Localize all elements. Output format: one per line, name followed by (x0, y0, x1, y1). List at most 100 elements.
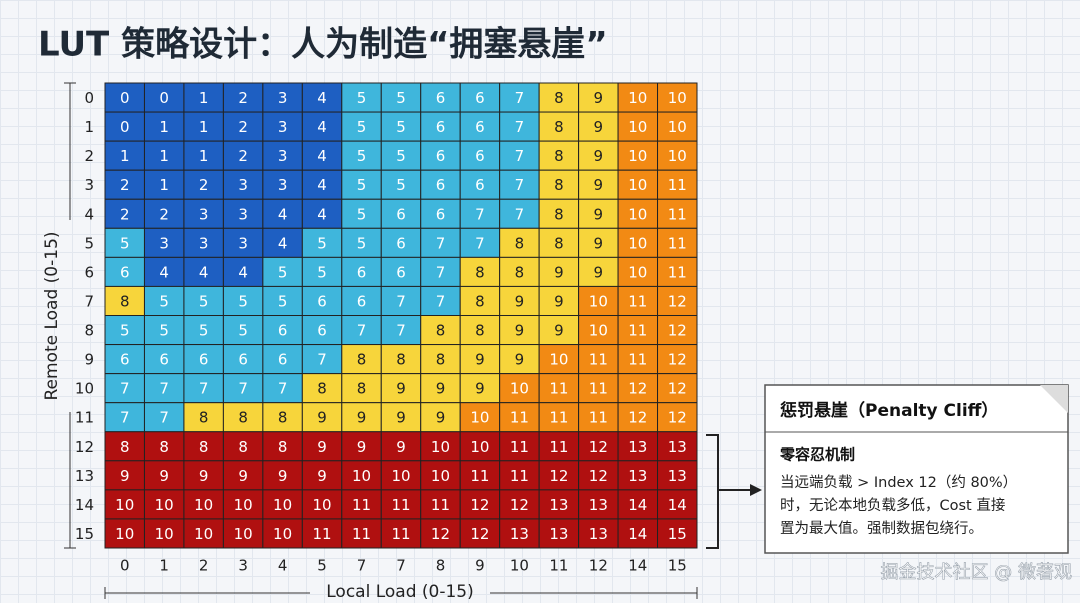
cell-label: 12 (470, 496, 489, 514)
cell-label: 5 (199, 322, 209, 340)
cell-label: 9 (396, 380, 406, 398)
cell-label: 10 (628, 147, 647, 165)
cell-label: 5 (357, 118, 367, 136)
cell (578, 111, 619, 142)
cell (341, 315, 382, 346)
cell (459, 344, 501, 375)
cell (657, 169, 698, 200)
cell-label: 11 (510, 438, 529, 456)
cell-label: 7 (475, 234, 485, 252)
cell-label: 9 (554, 322, 564, 340)
cell-label: 11 (628, 322, 647, 340)
cell-label: 6 (199, 351, 209, 369)
cell (657, 373, 698, 404)
cell (459, 315, 501, 346)
cell-label: 9 (554, 263, 564, 281)
cell (617, 344, 659, 375)
callout-box (764, 384, 1069, 554)
cell (104, 344, 145, 375)
cell-label: 11 (589, 351, 608, 369)
cell-label: 3 (278, 118, 288, 136)
cell (301, 285, 343, 316)
cell-label: 8 (554, 118, 564, 136)
cell-label: 4 (317, 147, 327, 165)
cell (301, 315, 343, 346)
cell-label: 8 (554, 234, 564, 252)
arrow-head (750, 484, 762, 496)
y-tick-label: 8 (84, 322, 94, 340)
cell-label: 9 (436, 409, 446, 427)
cell (104, 140, 145, 171)
cell-label: 7 (475, 205, 485, 223)
cell-label: 5 (317, 234, 327, 252)
cell-label: 6 (278, 351, 288, 369)
cell (262, 169, 303, 200)
cell-label: 12 (628, 409, 647, 427)
cell-label: 8 (357, 351, 367, 369)
cell-label: 10 (431, 467, 450, 485)
cell (380, 140, 422, 171)
x-tick-label: 10 (510, 557, 529, 575)
cell (143, 169, 185, 200)
cell-label: 6 (159, 351, 169, 369)
cell-label: 14 (628, 496, 647, 514)
cell-label: 11 (589, 409, 608, 427)
cell (301, 111, 343, 142)
cell (617, 169, 659, 200)
cell-label: 1 (159, 176, 169, 194)
cell (341, 169, 382, 200)
cell-label: 10 (470, 409, 489, 427)
cell (262, 431, 303, 462)
cell (657, 402, 698, 433)
cell-label: 11 (391, 525, 410, 543)
cell-label: 12 (668, 409, 687, 427)
cell-label: 9 (317, 438, 327, 456)
cell-label: 6 (436, 205, 446, 223)
y-tick-label: 9 (84, 351, 94, 369)
x-tick-label: 3 (238, 557, 248, 575)
cell-label: 3 (278, 147, 288, 165)
cell-label: 10 (115, 496, 134, 514)
cell (222, 402, 264, 433)
cell-label: 9 (594, 234, 604, 252)
cell (499, 344, 540, 375)
cell (104, 198, 145, 229)
cell-label: 2 (120, 176, 130, 194)
cell-label: 9 (357, 438, 367, 456)
cell-label: 7 (515, 89, 525, 107)
cell-label: 1 (199, 147, 209, 165)
cell (499, 518, 540, 549)
x-tick-label: 12 (589, 557, 608, 575)
cell-label: 6 (120, 351, 130, 369)
cell (657, 431, 698, 462)
cell-label: 6 (357, 292, 367, 310)
cell-label: 11 (668, 176, 687, 194)
cell-label: 12 (510, 496, 529, 514)
cell-label: 7 (357, 322, 367, 340)
cell (657, 344, 698, 375)
cell-label: 7 (436, 234, 446, 252)
cell (301, 198, 343, 229)
cell (657, 198, 698, 229)
cell-label: 10 (234, 525, 253, 543)
cell (341, 460, 382, 491)
cell-label: 9 (515, 322, 525, 340)
cell-label: 6 (278, 322, 288, 340)
cell-label: 4 (278, 205, 288, 223)
cell-label: 9 (238, 467, 248, 485)
cell-label: 4 (317, 205, 327, 223)
cell (578, 140, 619, 171)
cell (262, 373, 303, 404)
cell-label: 6 (396, 263, 406, 281)
cell-label: 10 (431, 438, 450, 456)
cell-label: 11 (668, 263, 687, 281)
cell (538, 82, 580, 113)
cell-label: 8 (554, 205, 564, 223)
cell-label: 3 (199, 205, 209, 223)
cell-label: 5 (120, 234, 130, 252)
cell (499, 140, 540, 171)
cell-label: 9 (475, 380, 485, 398)
y-tick-label: 11 (75, 409, 94, 427)
cell (617, 111, 659, 142)
cell-label: 11 (510, 409, 529, 427)
